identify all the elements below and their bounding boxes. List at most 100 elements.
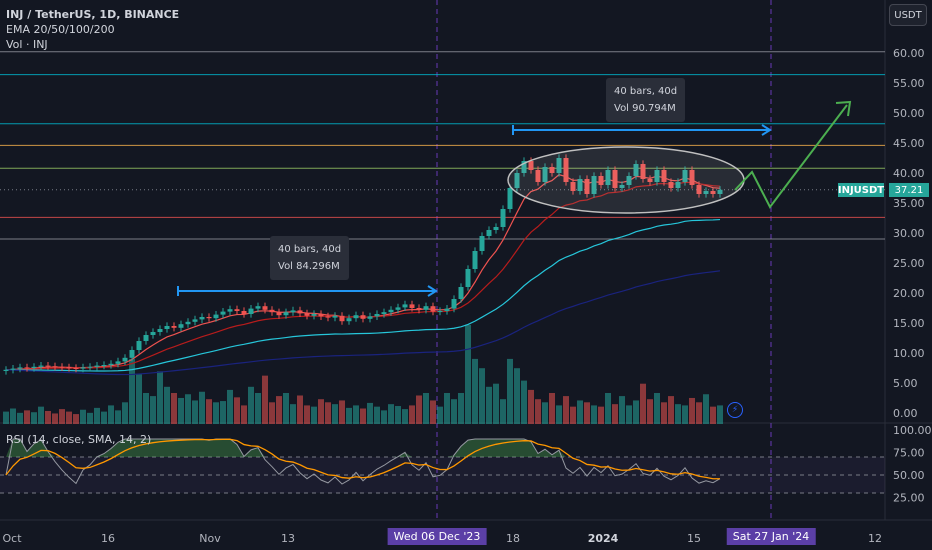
- candle-body: [619, 185, 625, 188]
- candle-body: [528, 161, 534, 170]
- measure-box-1: 40 bars, 40d Vol 84.296M: [270, 236, 350, 280]
- volume-bar: [269, 402, 275, 424]
- volume-bar: [276, 396, 282, 424]
- candle-body: [500, 209, 506, 227]
- candle-body: [346, 318, 352, 322]
- candle-body: [185, 321, 191, 325]
- candle-body: [66, 367, 72, 369]
- volume-bar: [339, 400, 345, 424]
- volume-bar: [535, 399, 541, 424]
- symbol-title[interactable]: INJ / TetherUS, 1D, BINANCE: [6, 8, 180, 21]
- candle-body: [290, 310, 296, 313]
- volume-bar: [304, 405, 310, 424]
- ema-legend[interactable]: EMA 20/50/100/200: [6, 23, 115, 36]
- candle-body: [381, 312, 387, 314]
- time-tick-label: 16: [101, 532, 115, 545]
- candle-body: [556, 158, 562, 173]
- volume-bar: [185, 394, 191, 424]
- measure-vol-2: Vol 90.794M: [614, 103, 676, 114]
- candle-body: [675, 182, 681, 188]
- candle-body: [521, 161, 527, 173]
- volume-bar: [325, 402, 331, 424]
- volume-bar: [605, 393, 611, 424]
- price-tick-label: 15.00: [893, 317, 925, 330]
- volume-bar: [479, 368, 485, 424]
- candle-body: [262, 306, 268, 310]
- volume-bar: [528, 389, 534, 424]
- candle-body: [101, 365, 107, 366]
- volume-bar: [353, 405, 359, 424]
- volume-bar: [346, 407, 352, 424]
- price-tick-label: 0.00: [893, 407, 918, 420]
- rsi-legend[interactable]: RSI (14, close, SMA, 14, 2): [6, 433, 152, 446]
- candle-body: [416, 308, 422, 310]
- candle-body: [241, 311, 247, 314]
- candle-body: [213, 314, 219, 319]
- volume-bar: [486, 386, 492, 424]
- volume-bar: [94, 407, 100, 424]
- candle-body: [472, 251, 478, 269]
- price-tick-label: 30.00: [893, 227, 925, 240]
- candle-body: [654, 170, 660, 182]
- currency-button[interactable]: USDT: [889, 4, 927, 26]
- price-tick-label: 20.00: [893, 287, 925, 300]
- candle-body: [283, 312, 289, 316]
- candle-body: [584, 179, 590, 194]
- candle-body: [696, 185, 702, 194]
- candle-body: [612, 170, 618, 188]
- volume-bar: [227, 389, 233, 424]
- volume-bar: [612, 404, 618, 424]
- candle-body: [248, 308, 254, 314]
- volume-bar: [318, 399, 324, 424]
- candle-body: [710, 191, 716, 194]
- rsi-tick-label: 50.00: [893, 469, 925, 482]
- candle-body: [570, 182, 576, 191]
- price-tick-label: 10.00: [893, 347, 925, 360]
- candle-body: [129, 350, 135, 358]
- volume-bar: [668, 396, 674, 424]
- candle-body: [87, 366, 93, 368]
- volume-legend[interactable]: Vol · INJ: [6, 38, 48, 51]
- time-tick-label: 18: [506, 532, 520, 545]
- volume-bar: [332, 404, 338, 424]
- volume-bar: [451, 399, 457, 424]
- measure-bars-1: 40 bars, 40d: [278, 244, 342, 255]
- measure-arrow-2-head: [761, 124, 772, 136]
- volume-bar: [409, 405, 415, 424]
- volume-bar: [402, 409, 408, 424]
- volume-bar: [164, 386, 170, 424]
- volume-bar: [3, 411, 9, 424]
- rsi-tick-label: 100.00: [893, 424, 932, 437]
- candle-body: [171, 326, 177, 328]
- candle-body: [136, 341, 142, 350]
- candle-body: [17, 367, 23, 369]
- candle-body: [661, 170, 667, 182]
- candle-body: [437, 311, 443, 312]
- volume-bar: [563, 396, 569, 424]
- time-tick-label: Wed 06 Dec '23: [387, 528, 487, 545]
- volume-bar: [115, 410, 121, 424]
- price-tick-label: 55.00: [893, 77, 925, 90]
- candle-body: [367, 316, 373, 319]
- lightning-icon[interactable]: ⚡: [727, 402, 743, 418]
- volume-bar: [423, 393, 429, 424]
- last-price-tag: 37.21: [889, 183, 929, 197]
- candle-body: [325, 316, 331, 318]
- candle-body: [465, 269, 471, 287]
- candle-body: [626, 176, 632, 185]
- range-ellipse: [507, 146, 745, 214]
- candle-body: [234, 309, 240, 311]
- candle-body: [94, 365, 100, 367]
- candle-body: [577, 179, 583, 191]
- measure-vol-1: Vol 84.296M: [278, 261, 340, 272]
- volume-bar: [80, 409, 86, 424]
- candle-body: [563, 158, 569, 182]
- rsi-tick-label: 75.00: [893, 447, 925, 460]
- candle-body: [150, 332, 156, 335]
- volume-bar: [367, 402, 373, 424]
- candle-body: [38, 365, 44, 367]
- candle-body: [535, 170, 541, 182]
- volume-bar: [717, 405, 723, 424]
- volume-bar: [213, 402, 219, 424]
